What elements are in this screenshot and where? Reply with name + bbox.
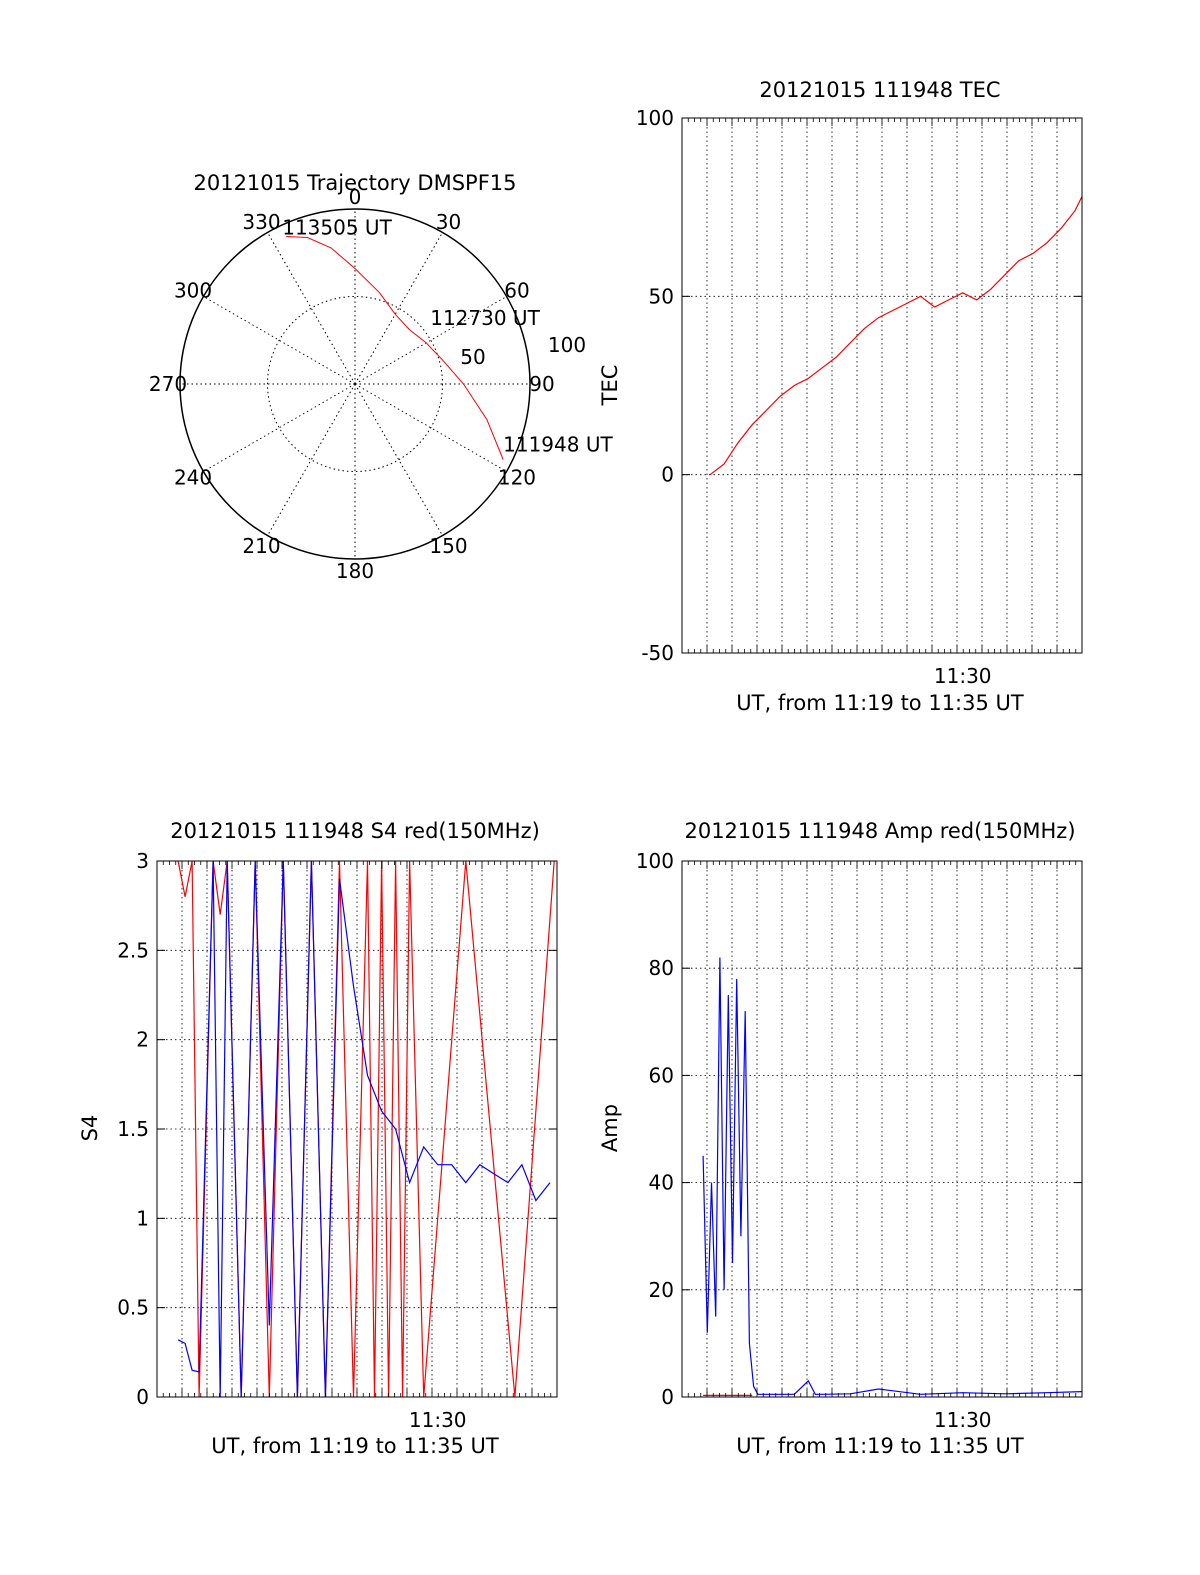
s4-series	[177, 860, 555, 1398]
trajectory-annotation: 112730 UT	[430, 306, 540, 330]
amp-series	[702, 957, 1083, 1396]
tec-ylabel: TEC	[598, 365, 622, 407]
y-tick-label: 0.5	[117, 1296, 149, 1320]
azimuth-label: 150	[429, 534, 467, 558]
tec-ticks: -50 0 50 100 11:30	[636, 106, 1083, 688]
s4-ticks: 0 0.5 1 1.5 2 2.5 3 11:30	[117, 849, 558, 1432]
s4-title: 20121015 111948 S4 red(150MHz)	[170, 819, 540, 843]
tec-series	[709, 196, 1083, 476]
polar-spoke	[203, 383, 356, 472]
s4-ylabel: S4	[78, 1115, 102, 1142]
azimuth-label: 90	[529, 372, 554, 396]
y-tick-label: 1	[136, 1206, 149, 1230]
amp-ticks: 0 20 40 60 80 100 11:30	[636, 849, 1083, 1432]
azimuth-label: 30	[436, 210, 461, 234]
y-tick-label: 80	[649, 956, 674, 980]
azimuth-label: 210	[242, 534, 280, 558]
azimuth-label: 180	[336, 559, 374, 583]
trajectory-annotation: 111948 UT	[503, 432, 613, 456]
y-tick-label: 3	[136, 849, 149, 873]
azimuth-label: 240	[174, 466, 212, 490]
y-tick-label: 0	[661, 463, 674, 487]
azimuth-label: 330	[242, 210, 280, 234]
y-tick-label: 50	[649, 284, 674, 308]
s4-xlabel: UT, from 11:19 to 11:35 UT	[211, 1434, 499, 1458]
azimuth-label: 0	[349, 185, 362, 209]
tec-xlabel: UT, from 11:19 to 11:35 UT	[736, 691, 1024, 715]
amp-xlabel: UT, from 11:19 to 11:35 UT	[736, 1434, 1024, 1458]
y-tick-label: 0	[661, 1385, 674, 1409]
y-tick-label: 1.5	[117, 1117, 149, 1141]
s4-panel: 20121015 111948 S4 red(150MHz) 0 0.5 1 1.5 2…	[78, 819, 558, 1458]
y-tick-label: 60	[649, 1063, 674, 1087]
x-tick-label: 11:30	[934, 664, 992, 688]
trajectory-annotations: 113505 UT 112730 UT 111948 UT	[282, 215, 613, 456]
y-tick-label: 2	[136, 1028, 149, 1052]
azimuth-label: 120	[498, 466, 536, 490]
series-line	[177, 860, 551, 1398]
x-tick-label: 11:30	[934, 1408, 992, 1432]
amp-panel: 20121015 111948 Amp red(150MHz) 0 20 40 60 8…	[598, 819, 1083, 1458]
y-tick-label: 20	[649, 1278, 674, 1302]
y-tick-label: 2.5	[117, 938, 149, 962]
tec-panel: 20121015 111948 TEC -50 0 50 100 11:30 TEC U…	[598, 78, 1083, 715]
y-tick-label: 0	[136, 1385, 149, 1409]
y-tick-label: -50	[641, 641, 674, 665]
trajectory-annotation: 113505 UT	[282, 215, 392, 239]
polar-title: 20121015 Trajectory DMSPF15	[193, 171, 516, 195]
amp-ylabel: Amp	[598, 1104, 622, 1152]
azimuth-label: 60	[504, 279, 529, 303]
trajectory-line	[286, 236, 504, 460]
series-line	[702, 957, 1083, 1395]
amp-grid	[682, 860, 1082, 1398]
y-tick-label: 100	[636, 106, 674, 130]
polar-trajectory-panel: 20121015 Trajectory DMSPF15 0 30 60 90 120 15…	[149, 171, 614, 583]
polar-spoke	[267, 383, 356, 536]
series-line	[709, 196, 1083, 476]
azimuth-label: 300	[174, 279, 212, 303]
polar-grid	[179, 208, 531, 560]
polar-labels: 0 30 60 90 120 150 180 210 240 270 300 330 50 100	[149, 185, 586, 583]
azimuth-label: 270	[149, 372, 187, 396]
tec-title: 20121015 111948 TEC	[759, 78, 1000, 102]
tec-grid	[682, 117, 1082, 654]
amp-title: 20121015 111948 Amp red(150MHz)	[684, 819, 1075, 843]
polar-outer-circle	[179, 208, 531, 560]
radius-label: 100	[548, 333, 586, 357]
x-tick-label: 11:30	[409, 1408, 467, 1432]
y-tick-label: 100	[636, 849, 674, 873]
polar-ring	[267, 296, 443, 472]
y-tick-label: 40	[649, 1171, 674, 1195]
radius-label: 50	[460, 345, 485, 369]
